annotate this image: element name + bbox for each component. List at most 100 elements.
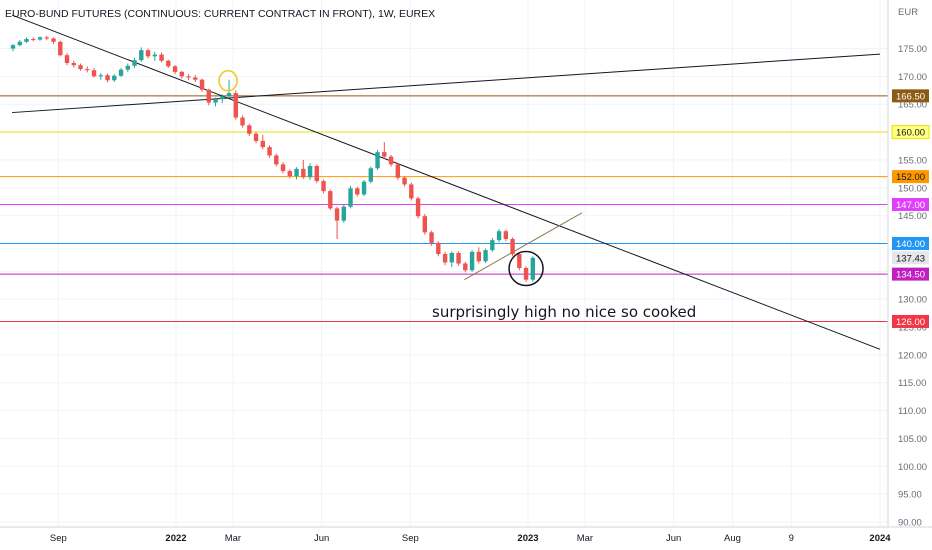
candle-body [125, 65, 130, 70]
time-tick-label[interactable]: 9 [789, 533, 794, 544]
price-tick-label[interactable]: 175.00 [898, 44, 927, 55]
candle-body [301, 168, 306, 178]
price-tick-label[interactable]: 130.00 [898, 295, 927, 306]
time-axis-background [0, 527, 932, 550]
candle-body [253, 133, 259, 141]
annotation-text[interactable]: surprisingly high no nice so cooked [432, 303, 696, 321]
trendlines[interactable] [11, 14, 881, 350]
candle-body [37, 37, 43, 40]
price-tick-label[interactable]: 90.00 [898, 518, 922, 529]
circle-marker[interactable] [218, 70, 238, 92]
chart-title: EURO-BUND FUTURES (CONTINUOUS: CURRENT C… [5, 8, 435, 20]
candle-body [409, 184, 414, 199]
candle-body [341, 206, 347, 221]
price-tick-label[interactable]: 170.00 [898, 72, 927, 83]
candle-body [24, 39, 29, 42]
candlestick-series [10, 35, 536, 282]
candle-body [307, 166, 313, 178]
price-badge-label: 147.00 [896, 200, 925, 211]
time-tick-label[interactable]: Mar [225, 533, 241, 544]
candle-body [159, 54, 164, 61]
candle-body [267, 147, 272, 156]
candle-body [172, 66, 178, 72]
trendline-short-rising[interactable] [464, 212, 583, 281]
price-badge-label: 126.00 [896, 317, 925, 328]
price-tick-label[interactable]: 115.00 [898, 378, 926, 389]
time-axis-ticks[interactable]: Sep 2022 Mar Jun Sep 2023 Mar Jun Aug 9 2024 [50, 533, 891, 544]
time-tick-label[interactable]: 2023 [517, 533, 538, 544]
price-badge [892, 89, 929, 103]
price-badge [892, 170, 929, 184]
candle-body [402, 177, 407, 185]
circle-marker[interactable] [508, 250, 544, 287]
time-tick-label[interactable]: Jun [666, 533, 681, 544]
price-tick-label[interactable]: 105.00 [898, 434, 927, 445]
candle-body [186, 76, 191, 78]
price-badge [892, 236, 929, 250]
time-tick-label[interactable]: Sep [50, 533, 67, 544]
circle-markers[interactable] [218, 70, 544, 287]
candle-body [260, 140, 265, 148]
price-tick-label[interactable]: 120.00 [898, 350, 927, 361]
candle-body [361, 181, 367, 195]
price-badge [892, 197, 929, 211]
candle-body [98, 75, 103, 77]
price-tick-label[interactable]: 155.00 [898, 155, 927, 166]
time-tick-label[interactable]: Sep [402, 533, 419, 544]
price-tick-label[interactable]: 165.00 [898, 100, 927, 111]
price-tick-label[interactable]: 95.00 [898, 490, 922, 501]
candle-body [10, 45, 16, 49]
candle-body [456, 252, 461, 264]
trendline-descending[interactable] [11, 14, 881, 350]
price-tick-label[interactable]: 125.00 [898, 323, 927, 334]
candle-body [118, 69, 124, 76]
price-tick-label[interactable]: 150.00 [898, 183, 927, 194]
candle-body [280, 164, 286, 172]
candle-body [220, 96, 225, 100]
price-axis-badges: 166.50 160.00 152.00 147.00 140.00 134.50 126.… [891, 89, 930, 328]
candle-body [442, 254, 448, 263]
candle-body [314, 166, 319, 182]
candle-body [517, 254, 522, 268]
candle-body [483, 250, 488, 262]
candle-body [85, 69, 90, 71]
time-tick-label[interactable]: 2024 [869, 533, 891, 544]
candle-body [436, 242, 441, 255]
price-tick-label[interactable]: 145.00 [898, 211, 927, 222]
candle-body [523, 267, 529, 280]
candle-body [348, 188, 353, 207]
horizontal-level-lines[interactable] [0, 95, 888, 322]
candle-body [145, 50, 151, 57]
candle-body [199, 79, 205, 90]
candle-body [132, 60, 137, 66]
candle-body [31, 39, 36, 41]
candle-body [294, 168, 299, 177]
candle-body [415, 198, 421, 217]
candle-body [503, 231, 509, 240]
price-badge-label: 152.00 [896, 172, 925, 183]
candle-body [328, 191, 333, 209]
time-tick-label[interactable]: 2022 [165, 533, 186, 544]
time-tick-label[interactable]: Aug [724, 533, 741, 544]
currency-label: EUR [898, 7, 918, 18]
candle-body [395, 164, 401, 178]
price-tick-label[interactable]: 100.00 [898, 462, 927, 473]
time-tick-label[interactable]: Mar [577, 533, 593, 544]
candle-body [375, 152, 380, 169]
time-tick-label[interactable]: Jun [314, 533, 329, 544]
candle-body [139, 50, 144, 61]
candle-body [179, 71, 184, 77]
candle-body [334, 208, 340, 221]
candle-body [496, 231, 502, 241]
trendline-ascending[interactable] [12, 53, 881, 114]
candle-body [112, 75, 117, 81]
candle-body [71, 62, 76, 66]
price-badge-label: 160.00 [896, 128, 925, 139]
candle-body [490, 240, 495, 251]
price-badge-label: 166.50 [896, 91, 925, 102]
candle-body [476, 251, 482, 262]
price-tick-label[interactable]: 110.00 [898, 406, 926, 417]
candle-body [463, 263, 468, 271]
